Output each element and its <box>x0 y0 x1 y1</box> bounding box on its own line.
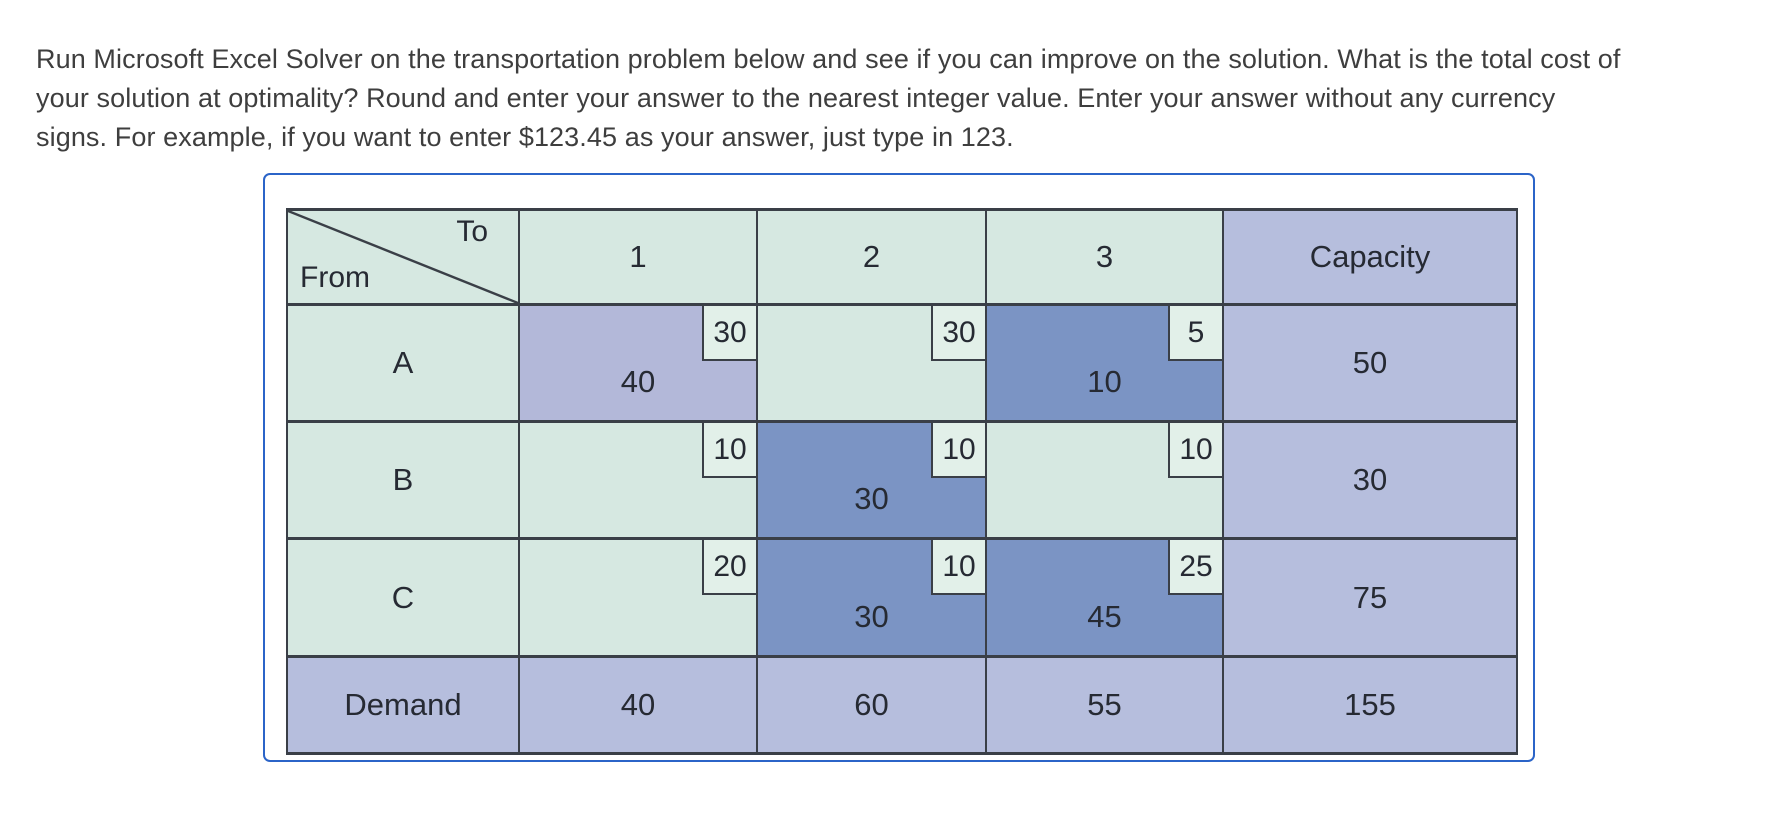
cell-a1: 30 40 <box>518 303 758 423</box>
table-row-c: C 20 10 30 25 45 75 <box>286 537 1518 658</box>
table-row-a: A 30 40 30 5 10 50 <box>286 303 1518 423</box>
figure-container: To From 1 2 3 Capacity A 30 40 30 <box>263 173 1535 762</box>
allocation-c2: 30 <box>854 599 889 635</box>
cost-box-a2: 30 <box>931 306 985 361</box>
diagonal-line <box>288 211 518 303</box>
col-header-1: 1 <box>518 208 758 306</box>
capacity-c: 75 <box>1222 537 1518 658</box>
demand-total: 155 <box>1222 655 1518 755</box>
question-line: your solution at optimality? Round and e… <box>36 83 1556 113</box>
demand-3: 55 <box>985 655 1224 755</box>
allocation-a1: 40 <box>620 364 656 400</box>
cost-box-c2: 10 <box>931 540 985 595</box>
cost-box-b3: 10 <box>1168 423 1222 478</box>
col-header-3: 3 <box>985 208 1224 306</box>
question-line: signs. For example, if you want to enter… <box>36 122 1014 152</box>
cell-c1: 20 <box>518 537 758 658</box>
cell-c2: 10 30 <box>756 537 987 658</box>
cost-box-c1: 20 <box>702 540 756 595</box>
capacity-a: 50 <box>1222 303 1518 423</box>
cost-box-c3: 25 <box>1168 540 1222 595</box>
cost-box-b1: 10 <box>702 423 756 478</box>
question-line: Run Microsoft Excel Solver on the transp… <box>36 44 1621 74</box>
allocation-c3: 45 <box>1087 599 1122 635</box>
cell-c3: 25 45 <box>985 537 1224 658</box>
cell-a2: 30 <box>756 303 987 423</box>
header-row: To From 1 2 3 Capacity <box>286 208 1518 306</box>
col-header-2: 2 <box>756 208 987 306</box>
cost-box-a3: 5 <box>1168 306 1222 361</box>
cell-b2: 10 30 <box>756 420 987 540</box>
cell-a3: 5 10 <box>985 303 1224 423</box>
allocation-b2: 30 <box>854 481 889 517</box>
demand-2: 60 <box>756 655 987 755</box>
row-label-a: A <box>286 303 520 423</box>
corner-from-to-cell: To From <box>286 208 520 306</box>
row-label-c: C <box>286 537 520 658</box>
cell-b1: 10 <box>518 420 758 540</box>
row-label-b: B <box>286 420 520 540</box>
corner-from-label: From <box>300 261 370 294</box>
demand-1: 40 <box>518 655 758 755</box>
corner-to-label: To <box>456 215 488 248</box>
demand-row: Demand 40 60 55 155 <box>286 655 1518 755</box>
demand-label: Demand <box>286 655 520 755</box>
capacity-b: 30 <box>1222 420 1518 540</box>
cost-box-a1: 30 <box>702 306 756 361</box>
question-text: Run Microsoft Excel Solver on the transp… <box>36 40 1621 157</box>
cell-b3: 10 <box>985 420 1224 540</box>
transportation-table: To From 1 2 3 Capacity A 30 40 30 <box>286 208 1518 755</box>
allocation-a3: 10 <box>1087 364 1122 400</box>
cost-box-b2: 10 <box>931 423 985 478</box>
col-header-capacity: Capacity <box>1222 208 1518 306</box>
table-row-b: B 10 10 30 10 30 <box>286 420 1518 540</box>
